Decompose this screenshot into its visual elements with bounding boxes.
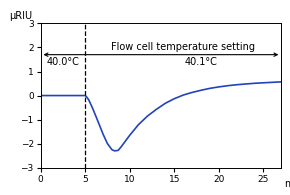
Text: min: min: [284, 179, 290, 189]
Text: 40.0°C: 40.0°C: [46, 57, 79, 67]
Text: μRIU: μRIU: [9, 11, 32, 20]
Text: Flow cell temperature setting: Flow cell temperature setting: [111, 42, 255, 52]
Text: 40.1°C: 40.1°C: [185, 57, 218, 67]
